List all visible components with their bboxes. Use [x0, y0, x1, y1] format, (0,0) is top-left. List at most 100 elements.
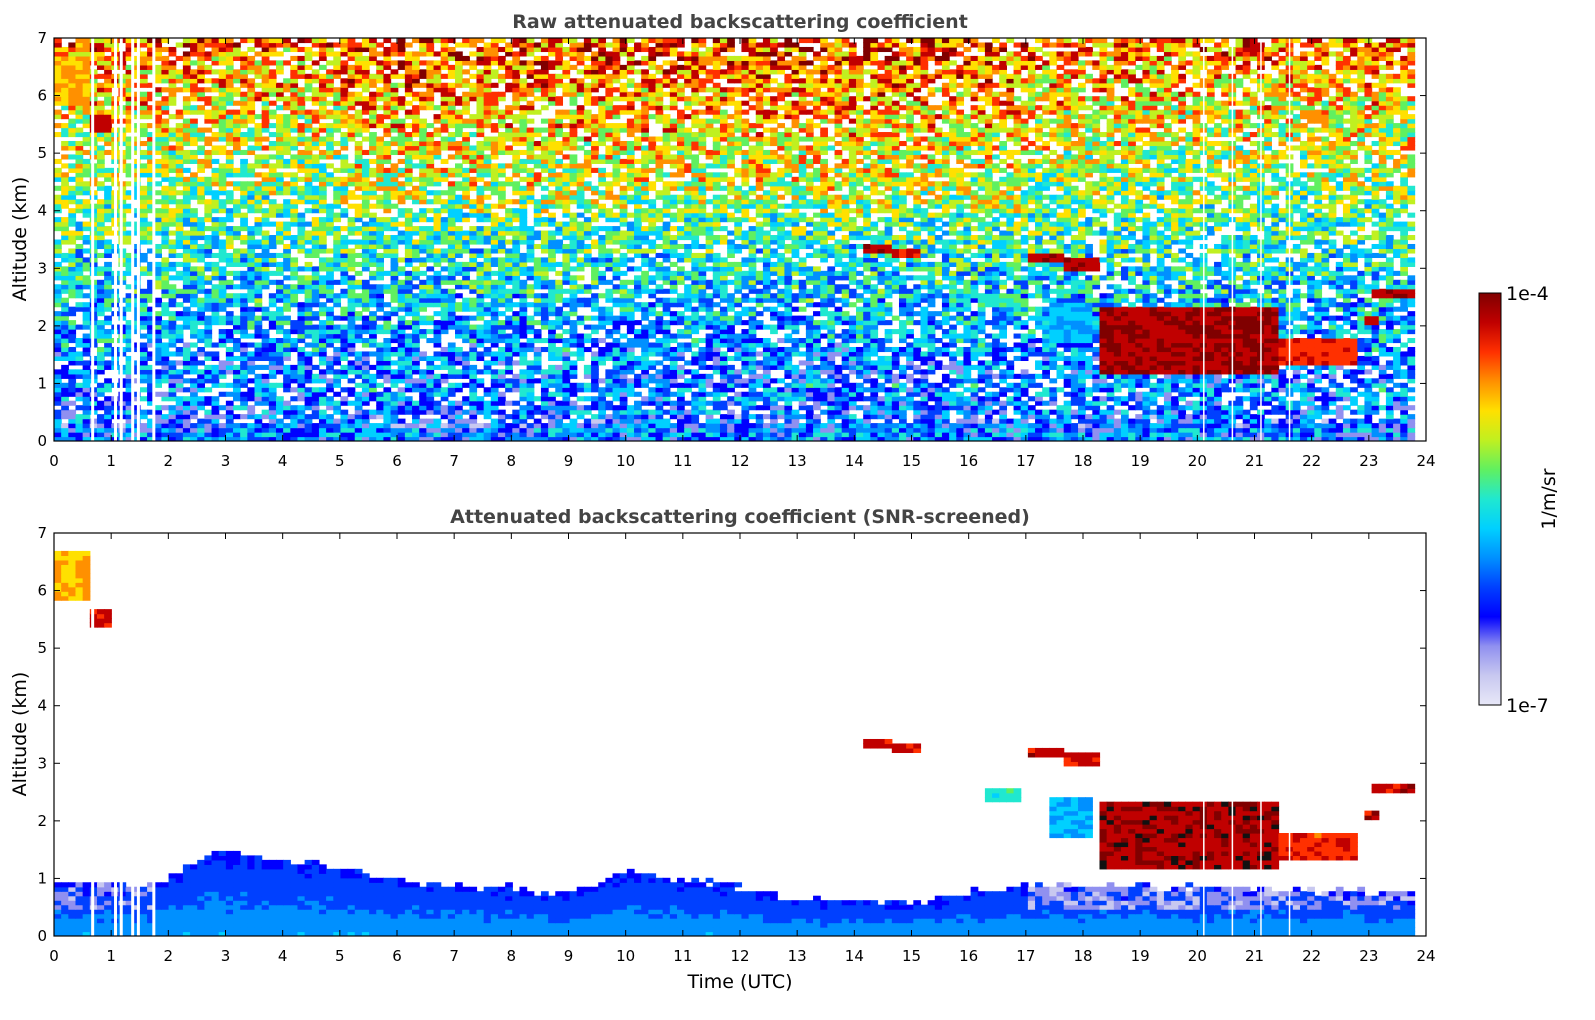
heatmap-cell	[512, 414, 521, 420]
heatmap-cell	[619, 315, 628, 321]
heatmap-cell	[970, 329, 979, 335]
heatmap-cell	[354, 297, 363, 303]
heatmap-cell	[655, 315, 664, 321]
heatmap-cell	[1314, 311, 1323, 317]
heatmap-cell	[762, 414, 771, 420]
heatmap-cell	[540, 427, 549, 433]
heatmap-cell	[447, 297, 456, 303]
heatmap-cell	[634, 333, 642, 339]
heatmap-cell	[490, 320, 499, 326]
heatmap-cell	[326, 378, 334, 384]
heatmap-cell	[426, 355, 435, 361]
heatmap-cell	[920, 324, 929, 330]
heatmap-cell	[1292, 378, 1301, 384]
heatmap-cell	[562, 355, 571, 361]
heatmap-cell	[1264, 315, 1272, 321]
heatmap-cell	[927, 427, 936, 433]
heatmap-cell	[963, 423, 972, 429]
heatmap-cell	[984, 360, 993, 366]
heatmap-cell	[813, 400, 821, 406]
heatmap-cell	[412, 382, 420, 388]
heatmap-cell	[877, 360, 886, 366]
heatmap-cell	[1350, 396, 1358, 402]
heatmap-cell	[1113, 324, 1122, 330]
heatmap-cell	[275, 427, 284, 433]
heatmap-cell	[476, 369, 485, 375]
heatmap-cell	[1006, 432, 1015, 438]
heatmap-cell	[197, 297, 205, 303]
heatmap-cell	[569, 373, 578, 379]
heatmap-cell	[1242, 364, 1251, 370]
heatmap-cell	[1400, 302, 1408, 308]
heatmap-cell	[490, 306, 499, 312]
heatmap-cell	[691, 355, 700, 361]
heatmap-cell	[1235, 360, 1244, 366]
heatmap-cell	[934, 311, 943, 317]
heatmap-cell	[318, 427, 327, 433]
heatmap-cell	[505, 360, 513, 366]
heatmap-cell	[290, 427, 299, 433]
heatmap-cell	[1328, 382, 1337, 388]
heatmap-cell	[841, 333, 850, 339]
heatmap-cell	[1120, 418, 1129, 424]
heatmap-cell	[1221, 338, 1229, 344]
heatmap-cell	[483, 427, 492, 433]
heatmap-cell	[662, 373, 671, 379]
heatmap-cell	[920, 382, 929, 388]
heatmap-cell	[920, 436, 929, 441]
heatmap-cell	[540, 311, 549, 317]
heatmap-cell	[562, 436, 571, 441]
heatmap-cell	[748, 324, 757, 330]
heatmap-cell	[469, 351, 478, 357]
heatmap-cell	[748, 414, 757, 420]
heatmap-cell	[1407, 324, 1416, 330]
heatmap-cell	[204, 436, 213, 441]
heatmap-cell	[419, 297, 427, 303]
heatmap-cell	[655, 387, 664, 393]
heatmap-cell	[1171, 324, 1179, 330]
heatmap-cell	[698, 297, 707, 303]
heatmap-cell	[404, 346, 413, 353]
heatmap-cell	[1070, 324, 1079, 330]
heatmap-cell	[1156, 409, 1165, 415]
heatmap-cell	[483, 414, 492, 420]
heatmap-cell	[741, 378, 750, 384]
heatmap-cell	[347, 432, 356, 438]
heatmap-cell	[168, 387, 177, 393]
heatmap-cell	[354, 315, 363, 321]
heatmap-cell	[1242, 369, 1251, 375]
heatmap-cell	[1078, 391, 1086, 397]
heatmap-cell	[1264, 297, 1272, 303]
heatmap-cell	[1350, 306, 1358, 312]
heatmap-cell	[297, 333, 306, 339]
heatmap-cell	[261, 391, 270, 397]
heatmap-cell	[641, 373, 649, 379]
heatmap-cell	[404, 400, 413, 406]
heatmap-cell	[1128, 427, 1136, 433]
heatmap-cell	[856, 364, 864, 370]
heatmap-cell	[261, 306, 270, 312]
heatmap-cell	[333, 360, 342, 366]
heatmap-cell	[1142, 409, 1151, 415]
heatmap-cell	[1264, 400, 1272, 406]
heatmap-cell	[591, 302, 599, 308]
heatmap-cell	[376, 396, 384, 402]
heatmap-cell	[1135, 338, 1144, 344]
heatmap-cell	[455, 427, 463, 433]
heatmap-cell	[1020, 387, 1029, 393]
heatmap-cell	[447, 418, 456, 424]
heatmap-cell	[1013, 409, 1022, 415]
heatmap-cell	[719, 418, 728, 424]
heatmap-cell	[1321, 387, 1330, 393]
heatmap-cell	[490, 427, 499, 433]
heatmap-cell	[712, 351, 721, 357]
heatmap-cell	[648, 324, 657, 330]
heatmap-cell	[75, 432, 84, 438]
heatmap-cell	[476, 427, 485, 433]
heatmap-cell	[1070, 400, 1079, 406]
heatmap-cell	[913, 382, 922, 388]
heatmap-cell	[96, 320, 105, 326]
heatmap-cell	[1314, 427, 1323, 433]
heatmap-cell	[390, 329, 399, 335]
heatmap-cell	[340, 423, 349, 429]
